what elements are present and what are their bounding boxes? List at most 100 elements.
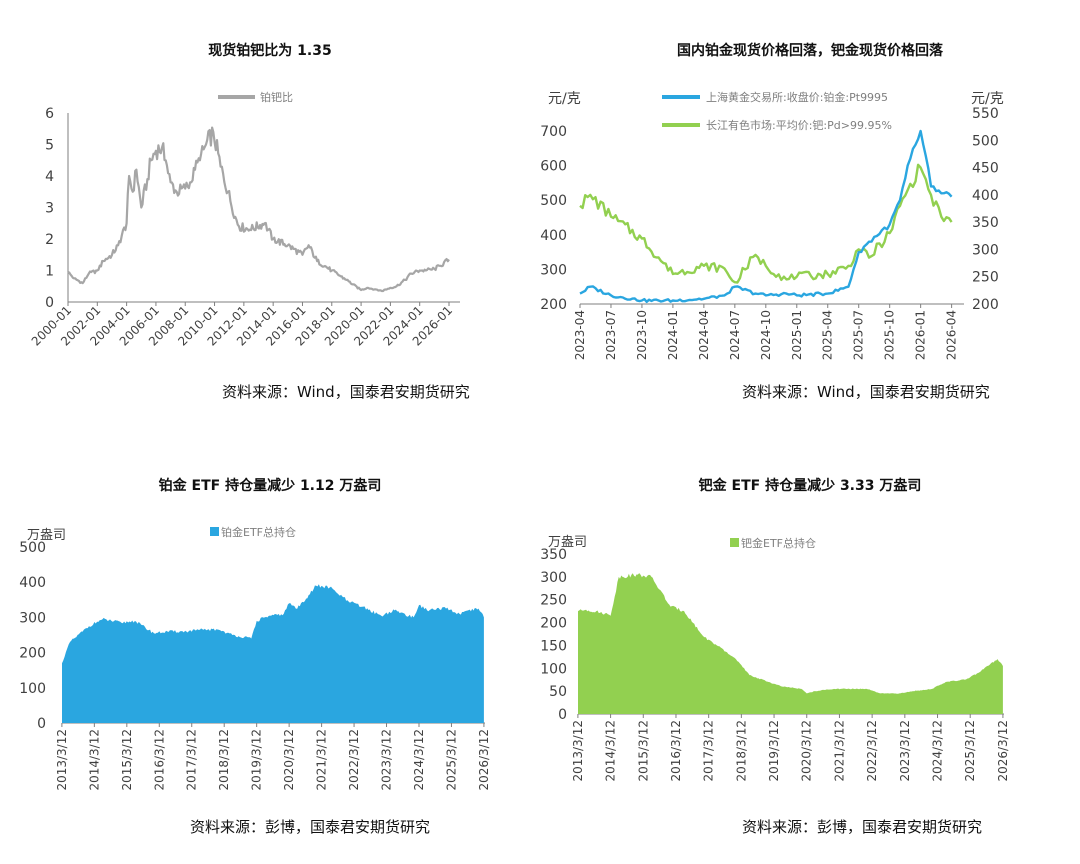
chart-source: 资料来源：彭博，国泰君安期货研究 [742,818,983,836]
x-tick-label: 2015/3/12 [636,720,650,782]
y-right-tick-label: 300 [972,242,999,258]
x-tick-label: 2015/3/12 [120,729,134,791]
y-right-tick-label: 450 [972,161,999,177]
x-tick-label: 2023-10 [635,310,649,360]
x-tick-label: 2014/3/12 [604,720,618,782]
y-tick-label: 200 [540,616,567,632]
y-tick-label: 400 [19,575,46,591]
y-right-tick-label: 250 [972,270,999,286]
x-tick-label: 2016/3/12 [669,720,683,782]
x-tick-label: 2023-07 [604,310,618,360]
y-tick-label: 100 [19,681,46,697]
x-tick-label: 2017/3/12 [702,720,716,782]
chart-title: 铂金 ETF 持仓量减少 1.12 万盎司 [158,478,382,494]
y-right-tick-label: 350 [972,215,999,231]
x-tick-label: 2018/3/12 [217,729,231,791]
x-tick-label: 2026/3/12 [477,729,491,791]
legend-label-pd: 长江有色市场:平均价:钯:Pd>99.95% [706,118,892,132]
x-tick-label: 2024-04 [697,310,711,360]
series-area-pd-etf [578,573,1003,714]
chart-pt-etf-svg: 万盎司 0 100 200 300 400 500 2013/3/12 2014/3/12 20… [19,525,491,791]
x-tick-label: 2016/3/12 [152,729,166,791]
x-tick-label: 2025-04 [821,310,835,360]
y-left-tick-label: 600 [540,159,567,175]
y-tick-label: 0 [558,707,567,723]
legend-label-ratio: 铂钯比 [260,90,293,104]
x-tick-label: 2025/3/12 [963,720,977,782]
y-tick-label: 0 [37,716,46,732]
x-tick-label: 2022/3/12 [347,729,361,791]
chart-panel-pd-etf: 钯金 ETF 持仓量减少 3.33 万盎司 万盎司 0 50 100 150 200 25… [540,432,1080,864]
y-tick-label: 150 [540,638,567,654]
chart-title: 现货铂钯比为 1.35 [208,43,332,59]
x-tick-label: 2025/3/12 [444,729,458,791]
chart-panel-ratio: 现货铂钯比为 1.35 0 1 2 3 4 5 6 2000-01 2002-01 2004-01… [0,0,540,420]
chart-prices-svg: 元/克 元/克 200 300 400 500 600 700 200 250 300 350 40… [540,90,1004,360]
y-tick-label: 350 [540,547,567,563]
y-tick-label: 4 [45,169,54,185]
x-tick-label: 2024/3/12 [412,729,426,791]
chart-source: 资料来源：Wind，国泰君安期货研究 [742,383,990,401]
series-line-pd [579,163,953,284]
x-tick-label: 2017/3/12 [185,729,199,791]
x-tick-label: 2014/3/12 [87,729,101,791]
y-axis-label-right: 元/克 [971,91,1004,107]
x-tick-label: 2022/3/12 [865,720,879,782]
y-left-tick-label: 500 [540,193,567,209]
x-tick-label: 2021/3/12 [315,729,329,791]
y-tick-label: 6 [45,106,54,122]
x-tick-label: 2026-01 [914,310,928,360]
y-tick-label: 1 [45,264,54,280]
y-tick-label: 300 [540,570,567,586]
y-axis-label: 万盎司 [548,535,587,550]
y-left-tick-label: 700 [540,124,567,140]
x-tick-label: 2019/3/12 [767,720,781,782]
y-right-tick-label: 200 [972,297,999,313]
series-line-ratio [67,126,450,293]
y-axis-label-left: 元/克 [548,91,581,107]
chart-ratio-svg: 01234562000-012002-012004-012006-012008-… [29,90,460,349]
x-tick-label: 2021/3/12 [832,720,846,782]
y-tick-label: 3 [45,201,54,217]
x-tick-label: 2025-01 [790,310,804,360]
series-area-pt-etf [62,584,484,723]
y-tick-label: 500 [19,540,46,556]
chart-panel-prices: 国内铂金现货价格回落，钯金现货价格回落 元/克 元/克 200 300 400 500… [540,0,1080,420]
x-tick-label: 2025-07 [852,310,866,360]
x-tick-label: 2023/3/12 [898,720,912,782]
y-right-tick-label: 400 [972,188,999,204]
y-left-tick-label: 200 [540,297,567,313]
x-tick-label: 2023-04 [573,310,587,360]
y-tick-label: 200 [19,646,46,662]
y-left-tick-label: 300 [540,262,567,278]
x-tick-label: 2023/3/12 [380,729,394,791]
x-tick-label: 2026-04 [945,310,959,360]
x-tick-label: 2024/3/12 [931,720,945,782]
legend-label-pd-etf: 钯金ETF总持仓 [741,536,816,550]
y-tick-label: 100 [540,661,567,677]
y-right-tick-label: 550 [972,106,999,122]
chart-title: 钯金 ETF 持仓量减少 3.33 万盎司 [698,478,922,494]
x-tick-label: 2024-10 [759,310,773,360]
chart-source: 资料来源：彭博，国泰君安期货研究 [190,818,431,836]
chart-title: 国内铂金现货价格回落，钯金现货价格回落 [677,43,943,59]
y-tick-label: 250 [540,593,567,609]
x-tick-label: 2024-01 [666,310,680,360]
y-tick-label: 300 [19,610,46,626]
x-tick-label: 2019/3/12 [250,729,264,791]
x-tick-label: 2026/3/12 [996,720,1010,782]
legend-swatch-pt-etf [210,527,219,536]
chart-pd-etf-svg: 万盎司 0 50 100 150 200 250 300 350 2013/3/12 2014/3… [540,535,1010,782]
y-tick-label: 2 [45,232,54,248]
legend-label-pt-etf: 铂金ETF总持仓 [221,525,296,539]
x-tick-label: 2013/3/12 [55,729,69,791]
y-right-tick-label: 500 [972,133,999,149]
chart-source: 资料来源：Wind，国泰君安期货研究 [222,383,470,401]
x-tick-label: 2013/3/12 [571,720,585,782]
y-axis-label: 万盎司 [27,528,66,543]
x-tick-label: 2020/3/12 [282,729,296,791]
y-tick-label: 50 [549,684,567,700]
chart-panel-pt-etf: 铂金 ETF 持仓量减少 1.12 万盎司 万盎司 0 100 200 300 400 5… [0,432,540,864]
y-left-tick-label: 400 [540,228,567,244]
y-tick-label: 0 [45,295,54,311]
